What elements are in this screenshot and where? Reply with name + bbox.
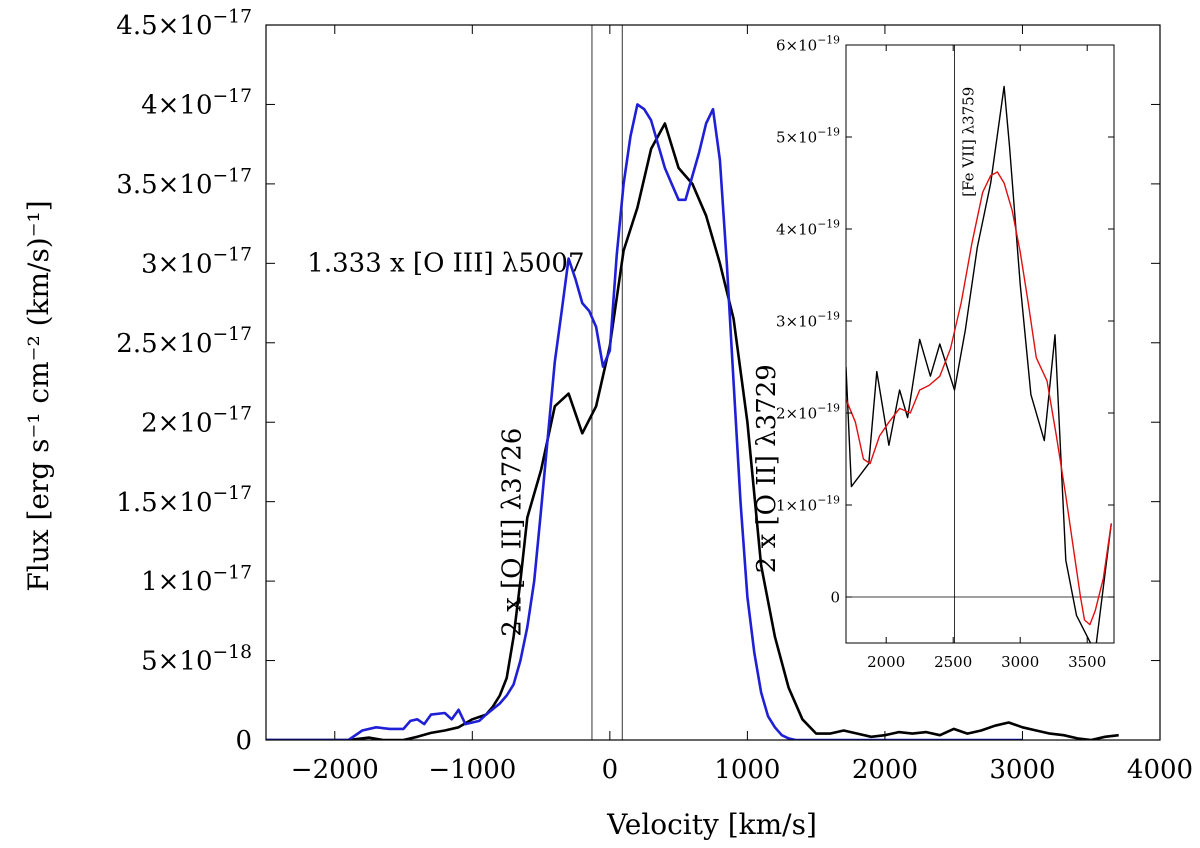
- y-tick-label: 3.5×10−17: [116, 165, 252, 200]
- y-tick-label: 5×10−19: [776, 126, 840, 147]
- plot-frame: [265, 24, 1161, 741]
- y-tick-mantissa: 2×10: [776, 404, 817, 422]
- y-tick-exponent: −19: [817, 218, 840, 231]
- x-tick-label: 2500: [934, 653, 972, 671]
- y-tick-label: 4×10−19: [776, 218, 840, 239]
- y-tick-mantissa: 0: [830, 588, 840, 606]
- y-axis-label: Flux [erg s⁻¹ cm⁻² (km/s)⁻¹]: [22, 200, 55, 591]
- y-tick-mantissa: 2×10: [141, 408, 212, 438]
- y-tick-mantissa: 1×10: [141, 567, 212, 597]
- y-tick-label: 3×10−17: [141, 245, 252, 280]
- x-tick-label: 2000: [852, 755, 918, 785]
- y-tick-mantissa: 0: [235, 726, 252, 756]
- main-plot: −2000 −1000 0 1000 2000 3000 400005×10−181×10−…: [116, 6, 1193, 785]
- y-tick-mantissa: 1.5×10: [116, 488, 212, 518]
- y-tick-label: 2×10−17: [141, 404, 252, 439]
- series-line-1: [846, 171, 1112, 626]
- x-tick-label: 2000: [867, 653, 905, 671]
- y-tick-label: 4×10−17: [141, 86, 252, 121]
- y-tick-mantissa: 3.5×10: [116, 170, 212, 200]
- series-group: [266, 103, 1119, 740]
- y-tick-mantissa: 5×10: [141, 647, 212, 677]
- x-tick-label: 0: [602, 755, 619, 785]
- y-tick-mantissa: 6×10: [776, 36, 817, 54]
- y-tick-exponent: −19: [817, 34, 840, 47]
- inset-plot: 2000 2500 3000 350001×10−192×10−193×10−194×…: [776, 34, 1115, 671]
- annotation-label: 2 x [O II] λ3729: [752, 364, 782, 573]
- x-tick-label: 3000: [989, 755, 1055, 785]
- annotation-label: 2 x [O II] λ3726: [497, 428, 527, 637]
- y-tick-mantissa: 3×10: [776, 312, 817, 330]
- series-line-0: [846, 85, 1112, 643]
- y-tick-exponent: −19: [817, 494, 840, 507]
- y-tick-exponent: −19: [817, 126, 840, 139]
- x-tick-label: 1000: [714, 755, 780, 785]
- y-tick-label: 2×10−19: [776, 402, 840, 423]
- y-tick-exponent: −18: [213, 642, 252, 663]
- x-tick-label: 4000: [1127, 755, 1193, 785]
- series-line-0: [266, 122, 1119, 740]
- annotation-label: [Fe VII] λ3759: [959, 87, 977, 197]
- y-tick-mantissa: 1×10: [776, 496, 817, 514]
- x-tick-label: 3000: [1001, 653, 1039, 671]
- y-tick-exponent: −17: [213, 563, 252, 584]
- y-tick-exponent: −17: [213, 404, 252, 425]
- y-tick-label: 4.5×10−17: [116, 6, 252, 41]
- y-tick-label: 0: [830, 588, 840, 606]
- y-tick-label: 1×10−17: [141, 563, 252, 598]
- y-tick-exponent: −17: [213, 483, 252, 504]
- y-tick-exponent: −17: [213, 6, 252, 27]
- x-axis-label: Velocity [km/s]: [606, 808, 817, 841]
- y-tick-mantissa: 2.5×10: [116, 329, 212, 359]
- y-tick-mantissa: 4.5×10: [116, 11, 212, 41]
- y-tick-exponent: −17: [213, 245, 252, 266]
- y-tick-label: 2.5×10−17: [116, 324, 252, 359]
- y-tick-label: 3×10−19: [776, 310, 840, 331]
- y-tick-mantissa: 3×10: [141, 249, 212, 279]
- y-tick-exponent: −19: [817, 310, 840, 323]
- x-tick-label: 3500: [1068, 653, 1106, 671]
- series-group: [846, 85, 1112, 643]
- x-tick-label: −1000: [428, 755, 516, 785]
- y-tick-mantissa: 4×10: [141, 91, 212, 121]
- y-tick-exponent: −19: [817, 402, 840, 415]
- y-tick-label: 1.5×10−17: [116, 483, 252, 518]
- y-tick-label: 6×10−19: [776, 34, 840, 55]
- y-tick-label: 0: [235, 726, 252, 756]
- y-tick-label: 1×10−19: [776, 494, 840, 515]
- plot-frame: [845, 44, 1115, 644]
- y-tick-mantissa: 5×10: [776, 128, 817, 146]
- y-tick-label: 5×10−18: [141, 642, 252, 677]
- y-tick-exponent: −17: [213, 165, 252, 186]
- x-tick-label: −2000: [291, 755, 379, 785]
- y-tick-exponent: −17: [213, 86, 252, 107]
- series-line-1: [266, 103, 1023, 740]
- y-tick-mantissa: 4×10: [776, 220, 817, 238]
- y-tick-exponent: −17: [213, 324, 252, 345]
- annotation-label: 1.333 x [O III] λ5007: [307, 248, 584, 278]
